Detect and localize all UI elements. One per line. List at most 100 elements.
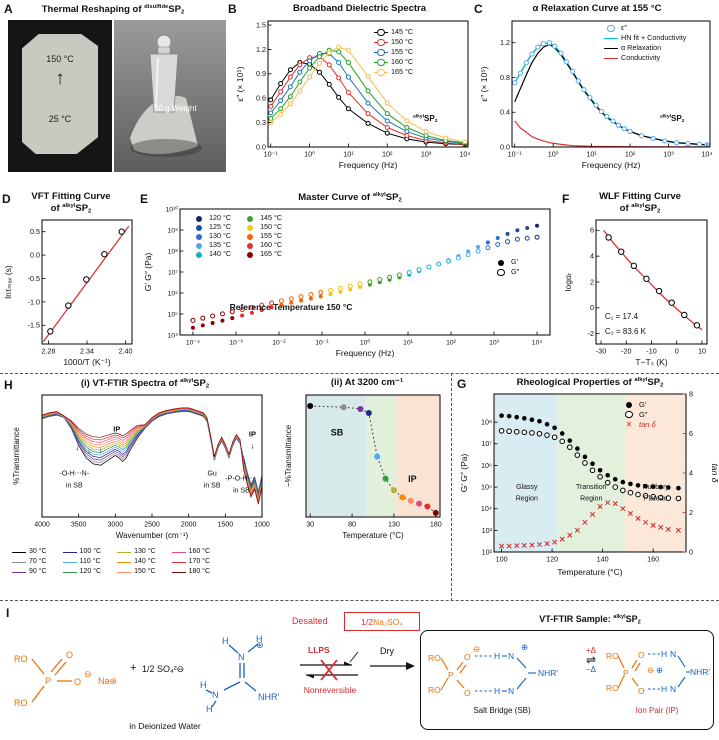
weight-neck: [157, 46, 171, 55]
sulfate-text: 1/2 SO₄²⊖: [142, 664, 185, 674]
sample-box-title: VT-FTIR Sample: alkylSP2: [470, 614, 710, 626]
nhr-group: NHR′: [258, 692, 279, 702]
svg-text:T−Tₛ (K): T−Tₛ (K): [635, 357, 667, 367]
svg-text:−%Transmittance: −%Transmittance: [284, 424, 293, 487]
legend-item: G′: [494, 258, 519, 267]
svg-text:10¹: 10¹: [586, 150, 597, 159]
svg-text:-O-H⋯N-: -O-H⋯N-: [59, 471, 89, 478]
legend-item: 130 °C: [192, 232, 231, 241]
panel-label-f: F: [562, 192, 570, 206]
svg-text:3500: 3500: [71, 522, 87, 529]
nitrogen-atom: N: [670, 684, 676, 694]
svg-text:1.5: 1.5: [256, 20, 266, 29]
temp-25-label: 25 °C: [48, 114, 72, 124]
phosphate-structure: RO RO P O O ⊖ Na⊕: [14, 650, 117, 708]
oxygen-atom: O: [638, 650, 645, 660]
svg-text:in SB: in SB: [204, 483, 221, 490]
svg-text:1.2: 1.2: [500, 38, 510, 47]
positive-charge-icon: ⊕: [656, 665, 663, 675]
svg-text:Region: Region: [580, 496, 602, 503]
svg-text:-0.5: -0.5: [28, 274, 40, 283]
panel-d: VFT Fitting Curve of alkylSP2 2.28 2.34 2.…: [2, 191, 138, 376]
svg-text:130: 130: [388, 520, 400, 529]
alkyl-superscript: alkyl: [413, 114, 425, 120]
panel-c-material-label: alkylSP2: [660, 114, 684, 124]
desalted-label: Desalted: [292, 616, 328, 626]
svg-text:G′ G″ (Pa): G′ G″ (Pa): [143, 253, 153, 292]
svg-text:2000: 2000: [181, 522, 197, 529]
panel-label-c: C: [474, 2, 483, 16]
panel-b: Broadband Dielectric Spectra 10⁻¹ 10⁰ 10¹ 1…: [228, 2, 478, 190]
svg-text:10⁵: 10⁵: [168, 311, 179, 318]
panel-c: α Relaxation Curve at 155 °C 10⁻¹ 10⁰ 10¹ 1…: [474, 2, 719, 190]
panel-d-title-line1: VFT Fitting Curve: [31, 191, 111, 202]
svg-text:-20: -20: [621, 347, 631, 356]
sp-subscript: 2: [434, 119, 438, 125]
svg-text:30: 30: [306, 520, 314, 529]
svg-text:10⁻¹: 10⁻¹: [264, 150, 279, 159]
dry-label: Dry: [380, 646, 394, 656]
panel-h-transmittance-chart: 30 80 130 180 Temperature (°C) −%Transmittanc…: [284, 394, 442, 540]
svg-text:2: 2: [689, 508, 693, 517]
panel-g-chart: 100 120 140 160 10² 10³ 10⁴ 10⁵ 10⁶ 10⁷ 10⁸ 0 2 4 6 8 Te…: [459, 389, 719, 577]
svg-text:G′ G″ (Pa): G′ G″ (Pa): [459, 454, 469, 493]
svg-text:10⁻⁴: 10⁻⁴: [186, 340, 200, 347]
ion-pair-structure: RO RO P O O ⊖ ⊕ H H N N NHR′: [606, 649, 710, 696]
negative-charge-icon: ⊖: [84, 669, 92, 679]
sp-subscript: 2: [657, 208, 661, 215]
panel-c-title: α Relaxation Curve at 155 °C: [532, 3, 662, 14]
sp-subscript: 2: [88, 208, 92, 215]
svg-text:Glassy: Glassy: [516, 484, 538, 491]
legend-item: 90 °C: [12, 568, 47, 577]
hydrogen-atom: H: [661, 684, 667, 694]
svg-text:ε″ (× 10⁵): ε″ (× 10⁵): [479, 66, 489, 101]
oxygen-atom: O: [464, 652, 471, 662]
nhr-group: NHR′: [538, 668, 558, 678]
svg-text:Frequency (Hz): Frequency (Hz): [582, 160, 641, 170]
sp-subscript: 2: [205, 383, 210, 390]
shadow: [130, 139, 202, 157]
llps-label: LLPS: [308, 645, 330, 655]
minus-delta-label: −Δ: [585, 665, 596, 675]
positive-charge-icon: ⊕: [256, 640, 264, 650]
hydrogen-atom: H: [206, 704, 213, 714]
svg-text:10²: 10²: [482, 547, 493, 556]
ro-group: RO: [606, 683, 619, 693]
hydrogen-atom: H: [494, 686, 500, 696]
svg-text:160: 160: [647, 555, 659, 564]
svg-text:↓: ↓: [212, 449, 216, 458]
legend-item: 160 °C: [374, 58, 413, 67]
svg-text:IP: IP: [408, 474, 417, 484]
svg-text:0: 0: [689, 547, 693, 556]
svg-text:-2: -2: [588, 329, 594, 338]
panel-c-legend: ε″ HN fit + Conductivity α Relaxation Condu…: [604, 23, 708, 63]
svg-text:↓: ↓: [250, 442, 254, 451]
svg-text:1000/T (K⁻¹): 1000/T (K⁻¹): [63, 357, 110, 367]
legend-item: 120 °C: [192, 214, 231, 223]
svg-text:Temperature (°C): Temperature (°C): [342, 531, 404, 540]
sp-subscript: 2: [660, 382, 664, 389]
svg-text:lnτₘₐₓ (s): lnτₘₐₓ (s): [3, 265, 13, 299]
legend-item: 180 °C: [171, 568, 210, 577]
legend-item: 150 °C: [243, 223, 282, 232]
nitrogen-atom: N: [212, 690, 219, 700]
legend-item: HN fit + Conductivity: [604, 33, 708, 43]
legend-item: 140 °C: [117, 558, 156, 567]
phosphorus-atom: P: [448, 670, 454, 680]
alkyl-superscript: alkyl: [634, 377, 648, 383]
separator-dashed-vertical: [451, 373, 452, 601]
svg-text:10⁰: 10⁰: [360, 339, 371, 347]
svg-text:10³: 10³: [421, 150, 432, 159]
svg-text:↓: ↓: [99, 445, 103, 454]
ro-group: RO: [606, 651, 619, 661]
svg-text:0.6: 0.6: [256, 94, 266, 103]
alkyl-superscript: alkyl: [631, 203, 645, 209]
sodium-cation: Na⊕: [98, 676, 117, 686]
svg-text:10¹: 10¹: [403, 340, 414, 347]
panel-label-a: A: [4, 2, 13, 16]
svg-text:-30: -30: [596, 347, 606, 356]
cross-icon: [320, 659, 338, 681]
callout-line: [349, 651, 359, 663]
svg-text:10⁶: 10⁶: [168, 290, 179, 297]
svg-text:10⁻³: 10⁻³: [229, 340, 243, 347]
